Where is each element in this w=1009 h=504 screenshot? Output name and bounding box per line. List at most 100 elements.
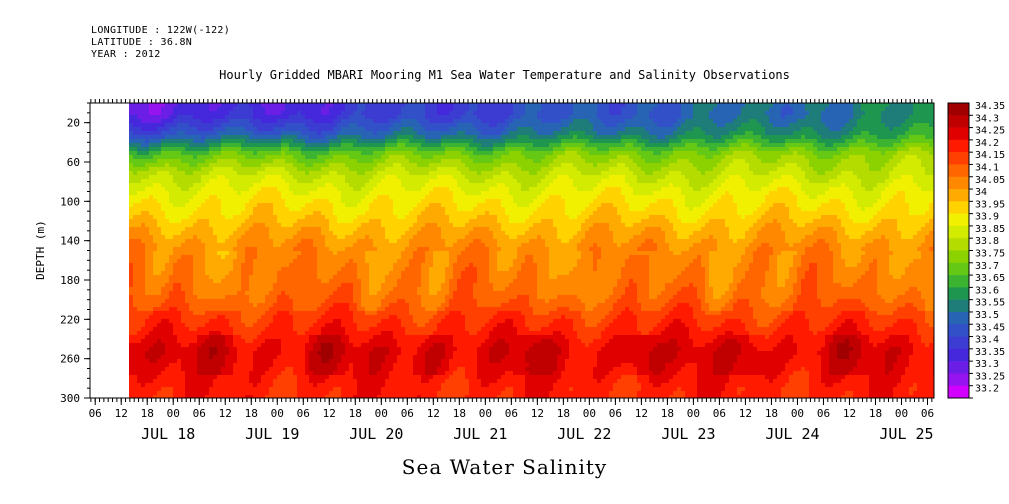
field-cell bbox=[393, 239, 398, 244]
field-cell bbox=[393, 387, 398, 392]
field-cell bbox=[265, 327, 270, 332]
field-cell bbox=[281, 335, 286, 340]
field-cell bbox=[137, 347, 142, 352]
field-cell bbox=[177, 295, 182, 300]
field-cell bbox=[197, 231, 202, 236]
field-cell bbox=[373, 135, 378, 140]
field-cell bbox=[313, 355, 318, 360]
field-cell bbox=[373, 355, 378, 360]
field-cell bbox=[249, 159, 254, 164]
field-cell bbox=[385, 139, 390, 144]
field-cell bbox=[317, 375, 322, 380]
field-cell bbox=[153, 159, 158, 164]
field-cell bbox=[149, 159, 154, 164]
field-cell bbox=[145, 327, 150, 332]
field-cell bbox=[333, 367, 338, 372]
field-cell bbox=[177, 351, 182, 356]
field-cell bbox=[181, 327, 186, 332]
field-cell bbox=[157, 247, 162, 252]
field-cell bbox=[137, 259, 142, 264]
field-cell bbox=[145, 135, 150, 140]
field-cell bbox=[353, 227, 358, 232]
field-cell bbox=[141, 223, 146, 228]
field-cell bbox=[353, 367, 358, 372]
field-cell bbox=[205, 175, 210, 180]
field-cell bbox=[221, 391, 226, 396]
field-cell bbox=[265, 227, 270, 232]
field-cell bbox=[357, 299, 362, 304]
field-cell bbox=[141, 243, 146, 248]
field-cell bbox=[369, 139, 374, 144]
field-cell bbox=[345, 143, 350, 148]
field-cell bbox=[381, 111, 386, 116]
field-cell bbox=[249, 303, 254, 308]
field-cell bbox=[269, 283, 274, 288]
field-cell bbox=[317, 307, 322, 312]
field-cell bbox=[213, 279, 218, 284]
field-cell bbox=[277, 171, 282, 176]
field-cell bbox=[197, 263, 202, 268]
field-cell bbox=[249, 355, 254, 360]
field-cell bbox=[221, 299, 226, 304]
field-cell bbox=[269, 251, 274, 256]
field-cell bbox=[269, 259, 274, 264]
field-cell bbox=[313, 179, 318, 184]
field-cell bbox=[169, 347, 174, 352]
field-cell bbox=[241, 151, 246, 156]
field-cell bbox=[301, 311, 306, 316]
field-cell bbox=[301, 219, 306, 224]
field-cell bbox=[201, 347, 206, 352]
field-cell bbox=[273, 315, 278, 320]
field-cell bbox=[345, 219, 350, 224]
field-cell bbox=[169, 207, 174, 212]
field-cell bbox=[261, 383, 266, 388]
field-cell bbox=[313, 127, 318, 132]
field-cell bbox=[277, 331, 282, 336]
field-cell bbox=[369, 319, 374, 324]
field-cell bbox=[173, 371, 178, 376]
field-cell bbox=[165, 271, 170, 276]
field-cell bbox=[205, 159, 210, 164]
field-cell bbox=[165, 127, 170, 132]
field-cell bbox=[213, 167, 218, 172]
field-cell bbox=[273, 195, 278, 200]
field-cell bbox=[149, 219, 154, 224]
field-cell bbox=[161, 155, 166, 160]
field-cell bbox=[233, 347, 238, 352]
field-cell bbox=[365, 211, 370, 216]
field-cell bbox=[225, 115, 230, 120]
field-cell bbox=[345, 307, 350, 312]
field-cell bbox=[345, 379, 350, 384]
field-cell bbox=[373, 311, 378, 316]
field-cell bbox=[357, 311, 362, 316]
field-cell bbox=[221, 159, 226, 164]
field-cell bbox=[345, 243, 350, 248]
field-cell bbox=[165, 367, 170, 372]
field-cell bbox=[261, 367, 266, 372]
field-cell bbox=[357, 255, 362, 260]
field-cell bbox=[165, 119, 170, 124]
field-cell bbox=[241, 111, 246, 116]
field-cell bbox=[217, 391, 222, 396]
field-cell bbox=[273, 151, 278, 156]
field-cell bbox=[145, 351, 150, 356]
field-cell bbox=[353, 123, 358, 128]
field-cell bbox=[141, 119, 146, 124]
field-cell bbox=[373, 275, 378, 280]
field-cell bbox=[161, 291, 166, 296]
field-cell bbox=[333, 199, 338, 204]
field-cell bbox=[313, 371, 318, 376]
field-cell bbox=[353, 211, 358, 216]
field-cell bbox=[161, 263, 166, 268]
field-cell bbox=[277, 243, 282, 248]
field-cell bbox=[361, 363, 366, 368]
field-cell bbox=[189, 311, 194, 316]
field-cell bbox=[185, 187, 190, 192]
field-cell bbox=[357, 219, 362, 224]
field-cell bbox=[321, 391, 326, 396]
field-cell bbox=[305, 371, 310, 376]
field-cell bbox=[317, 287, 322, 292]
field-cell bbox=[233, 123, 238, 128]
field-cell bbox=[349, 211, 354, 216]
field-cell bbox=[353, 391, 358, 396]
